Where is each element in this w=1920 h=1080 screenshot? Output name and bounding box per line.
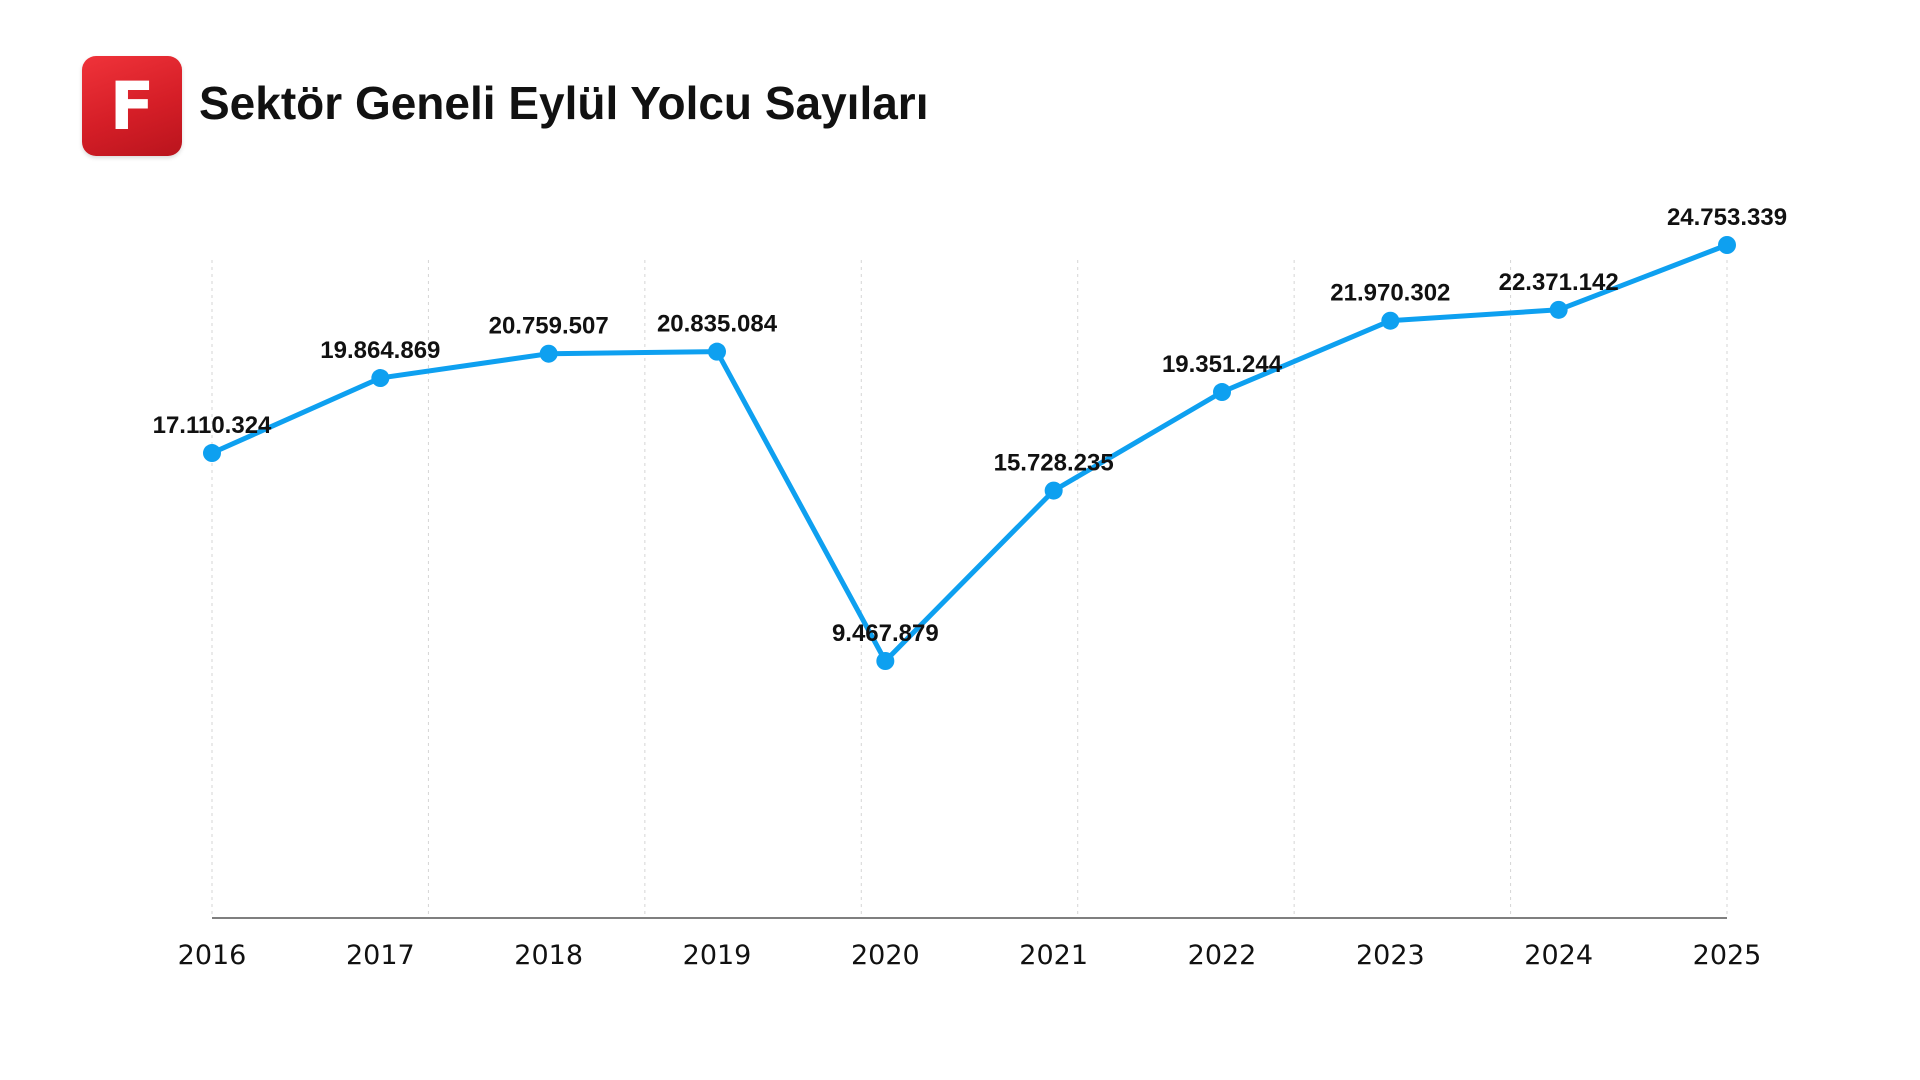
logo-letter: F: [109, 68, 155, 145]
series-line: [209, 242, 1730, 664]
data-label-2022: 19.351.244: [1162, 351, 1283, 378]
x-tick-label-2022: 2022: [1188, 940, 1257, 971]
x-tick-label-2021: 2021: [1019, 940, 1088, 971]
x-tick-label-2018: 2018: [514, 940, 583, 971]
data-point-2023: [1381, 311, 1400, 330]
data-label-2017: 19.864.869: [320, 337, 440, 364]
data-label-2024: 22.371.142: [1499, 269, 1619, 296]
data-label-2020: 9.467.879: [832, 620, 939, 647]
data-point-2022: [1213, 383, 1231, 402]
data-point-2019: [708, 342, 726, 361]
data-point-2018: [539, 344, 558, 363]
data-point-2017: [371, 369, 390, 388]
x-tick-labels: 2016 2017 2018 2019 2020 2021 2022 2023 2024 2025: [178, 940, 1762, 971]
data-point-2025: [1718, 236, 1736, 254]
x-tick-label-2017: 2017: [346, 940, 415, 971]
data-points: [203, 236, 1736, 670]
data-label-2019: 20.835.084: [657, 311, 778, 338]
data-point-2024: [1549, 300, 1568, 319]
x-tick-label-2024: 2024: [1524, 940, 1593, 971]
data-label-2016: 17.110.324: [153, 412, 272, 439]
grid-lines: [211, 260, 1728, 918]
x-tick-label-2019: 2019: [683, 940, 752, 971]
data-point-2021: [1044, 481, 1063, 500]
data-label-2021: 15.728.235: [994, 450, 1114, 477]
data-labels: 17.110.324 19.864.869 20.759.507 20.835.084…: [153, 204, 1787, 647]
x-tick-label-2020: 2020: [851, 940, 920, 971]
x-tick-label-2023: 2023: [1356, 940, 1425, 971]
data-label-2018: 20.759.507: [489, 313, 609, 340]
data-point-2020: [876, 652, 895, 670]
chart-title: Sektör Geneli Eylül Yolcu Sayıları: [199, 77, 929, 129]
data-label-2025: 24.753.339: [1667, 204, 1787, 231]
data-label-2023: 21.970.302: [1330, 280, 1450, 307]
data-point-2016: [203, 444, 221, 463]
x-tick-label-2025: 2025: [1693, 940, 1762, 971]
x-tick-label-2016: 2016: [178, 940, 247, 971]
logo: F: [82, 56, 182, 156]
